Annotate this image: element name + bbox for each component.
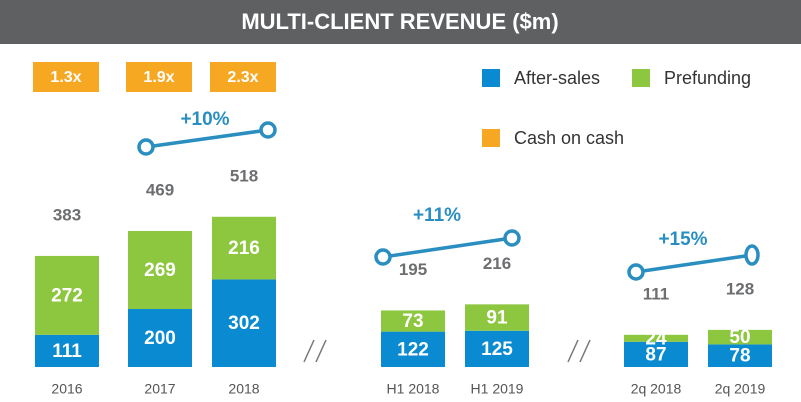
chart-title: MULTI-CLIENT REVENUE ($m) bbox=[241, 9, 558, 34]
title-band bbox=[0, 0, 801, 44]
x-tick-label: 2q 2019 bbox=[715, 381, 766, 397]
bar-segment bbox=[381, 331, 445, 367]
cash-on-cash-box bbox=[126, 62, 192, 92]
cash-on-cash-label: 1.3x bbox=[50, 69, 81, 86]
total-label: 111 bbox=[643, 284, 670, 303]
bar-segment bbox=[35, 255, 99, 335]
bar-segment bbox=[212, 279, 276, 367]
bar-segment bbox=[624, 334, 688, 342]
total-label: 469 bbox=[146, 180, 174, 199]
growth-label: +10% bbox=[180, 109, 229, 130]
segment-label: 91 bbox=[486, 308, 508, 329]
bar-segment bbox=[128, 309, 192, 367]
total-label: 383 bbox=[53, 205, 81, 224]
x-tick-label: H1 2019 bbox=[471, 381, 524, 397]
total-label: 128 bbox=[726, 279, 754, 298]
total-label: 216 bbox=[483, 254, 511, 273]
growth-label: +15% bbox=[658, 229, 707, 250]
legend-swatch bbox=[482, 69, 500, 87]
segment-label: 122 bbox=[397, 339, 429, 360]
segment-label: 87 bbox=[645, 344, 666, 365]
bar-segment bbox=[35, 334, 99, 367]
x-tick-label: 2017 bbox=[144, 381, 175, 397]
legend-label: Cash on cash bbox=[514, 128, 624, 148]
legend-label: After-sales bbox=[514, 68, 600, 88]
legend-swatch bbox=[482, 129, 500, 147]
x-tick-label: 2q 2018 bbox=[631, 381, 682, 397]
bar-segment bbox=[465, 304, 529, 331]
axis-breaks bbox=[303, 339, 591, 363]
segment-label: 78 bbox=[729, 346, 750, 367]
segment-label: 111 bbox=[52, 341, 82, 362]
legend-swatch bbox=[632, 69, 650, 87]
x-tick-label: 2016 bbox=[51, 381, 82, 397]
bar-segment bbox=[624, 341, 688, 367]
segment-label: 302 bbox=[228, 313, 260, 334]
bar-segment bbox=[212, 216, 276, 280]
segment-label: 50 bbox=[729, 327, 750, 348]
segment-label: 125 bbox=[481, 339, 513, 360]
segment-label: 216 bbox=[228, 238, 260, 259]
segment-label: 269 bbox=[144, 260, 176, 281]
cash-on-cash-box bbox=[33, 62, 99, 92]
bar-segment bbox=[465, 330, 529, 367]
segment-label: 272 bbox=[51, 285, 83, 306]
total-label: 195 bbox=[399, 260, 427, 279]
segment-label: 24 bbox=[645, 328, 667, 349]
cash-on-cash-label: 2.3x bbox=[227, 69, 258, 86]
x-tick-label: 2018 bbox=[228, 381, 259, 397]
cash-on-cash-label: 1.9x bbox=[143, 69, 174, 86]
x-tick-label: H1 2018 bbox=[387, 381, 440, 397]
segment-label: 73 bbox=[402, 311, 423, 332]
bar-segment bbox=[708, 344, 772, 367]
growth-connectors bbox=[137, 121, 760, 281]
growth-label: +11% bbox=[413, 205, 461, 226]
bar-segment bbox=[381, 310, 445, 332]
bar-segment bbox=[128, 230, 192, 309]
legend-label: Prefunding bbox=[664, 68, 751, 88]
segment-label: 200 bbox=[144, 328, 176, 349]
cash-on-cash-box bbox=[210, 62, 276, 92]
total-label: 518 bbox=[230, 166, 258, 185]
bar-segment bbox=[708, 329, 772, 345]
